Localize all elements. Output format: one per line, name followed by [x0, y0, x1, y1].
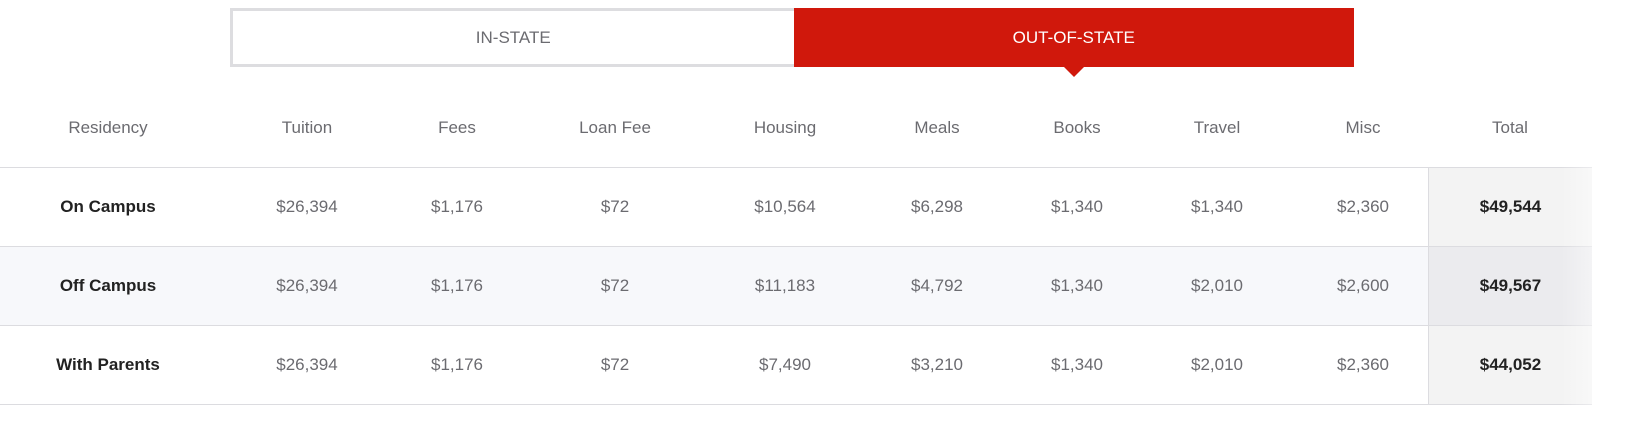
table-cell: $2,600: [1337, 276, 1389, 295]
table-row: Off Campus $26,394 $1,176 $72 $11,183 $4,792 $…: [0, 247, 1592, 326]
row-label: With Parents: [56, 355, 160, 374]
table-header: Residency Tuition Fees Loan Fee Housing Meals…: [0, 89, 1592, 168]
table-cell: $26,394: [276, 197, 338, 216]
table-cell: $2,360: [1337, 197, 1389, 216]
column-header: Meals: [914, 118, 960, 137]
table-cell: $72: [600, 276, 630, 295]
table-cell: $72: [600, 197, 630, 216]
table-cell: $72: [600, 355, 630, 374]
tab-label: OUT-OF-STATE: [1012, 27, 1135, 47]
tab-label: IN-STATE: [475, 27, 551, 47]
table-cell: $1,340: [1051, 197, 1103, 216]
table-cell: $26,394: [276, 276, 338, 295]
column-header: Travel: [1193, 118, 1241, 137]
table-cell: $1,176: [431, 276, 483, 295]
column-header: Loan Fee: [579, 118, 651, 137]
row-label: On Campus: [60, 197, 156, 216]
table-cell: $2,360: [1337, 355, 1389, 374]
table-cell: $1,176: [431, 197, 483, 216]
table-cell: $1,176: [431, 355, 483, 374]
table-cell: $11,183: [754, 276, 816, 295]
column-header: Fees: [438, 118, 476, 137]
table-cell: $7,490: [759, 355, 811, 374]
table-cell: $3,210: [911, 355, 963, 374]
table-row: On Campus $26,394 $1,176 $72 $10,564 $6,298 $1…: [0, 168, 1592, 247]
table-cell: $2,010: [1191, 355, 1243, 374]
residency-tabs: IN-STATE OUT-OF-STATE: [230, 8, 1354, 77]
column-header: Housing: [753, 118, 817, 137]
table-cell: $1,340: [1051, 355, 1103, 374]
column-header: Residency: [68, 118, 148, 137]
table-cell: $1,340: [1051, 276, 1103, 295]
table-cell: $10,564: [754, 197, 816, 216]
column-header: Total: [1492, 118, 1528, 137]
column-header: Books: [1053, 118, 1101, 137]
table-row: With Parents $26,394 $1,176 $72 $7,490 $3,210…: [0, 326, 1592, 405]
table-cell: $1,340: [1191, 197, 1243, 216]
active-caret-icon: [1063, 67, 1084, 77]
tab-out-of-state[interactable]: OUT-OF-STATE: [793, 8, 1354, 77]
column-header: Misc: [1345, 118, 1381, 137]
cost-table: Residency Tuition Fees Loan Fee Housing Meals…: [0, 89, 1592, 405]
tab-in-state[interactable]: IN-STATE: [230, 8, 794, 67]
column-header: Tuition: [281, 118, 333, 137]
edge-fade: [1561, 0, 1651, 445]
table-cell: $4,792: [911, 276, 963, 295]
table-cell: $2,010: [1191, 276, 1243, 295]
row-label: Off Campus: [59, 276, 157, 295]
table-cell: $26,394: [276, 355, 338, 374]
table-cell: $6,298: [911, 197, 963, 216]
